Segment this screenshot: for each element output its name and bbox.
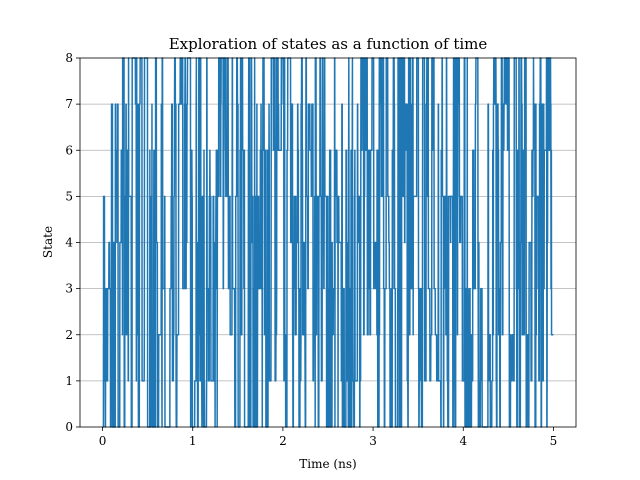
y-tick-label: 3	[65, 282, 73, 296]
x-tick-label: 2	[279, 434, 287, 448]
y-tick-label: 2	[65, 328, 73, 342]
chart-title: Exploration of states as a function of t…	[169, 35, 488, 53]
y-tick-label: 5	[65, 189, 73, 203]
y-axis: 0 1 2 3 4 5 6 7 8	[65, 51, 80, 434]
y-tick-label: 8	[65, 51, 73, 65]
x-axis: 0 1 2 3 4 5	[99, 427, 558, 448]
x-tick-label: 5	[550, 434, 558, 448]
x-tick-label: 4	[459, 434, 467, 448]
y-tick-label: 1	[65, 374, 73, 388]
x-axis-label: Time (ns)	[299, 457, 356, 471]
x-tick-label: 3	[369, 434, 377, 448]
y-axis-label: State	[41, 226, 55, 258]
y-tick-label: 6	[65, 143, 73, 157]
y-tick-label: 7	[65, 97, 73, 111]
x-tick-label: 0	[99, 434, 107, 448]
y-tick-label: 4	[65, 236, 73, 250]
y-tick-label: 0	[65, 420, 73, 434]
x-tick-label: 1	[189, 434, 197, 448]
